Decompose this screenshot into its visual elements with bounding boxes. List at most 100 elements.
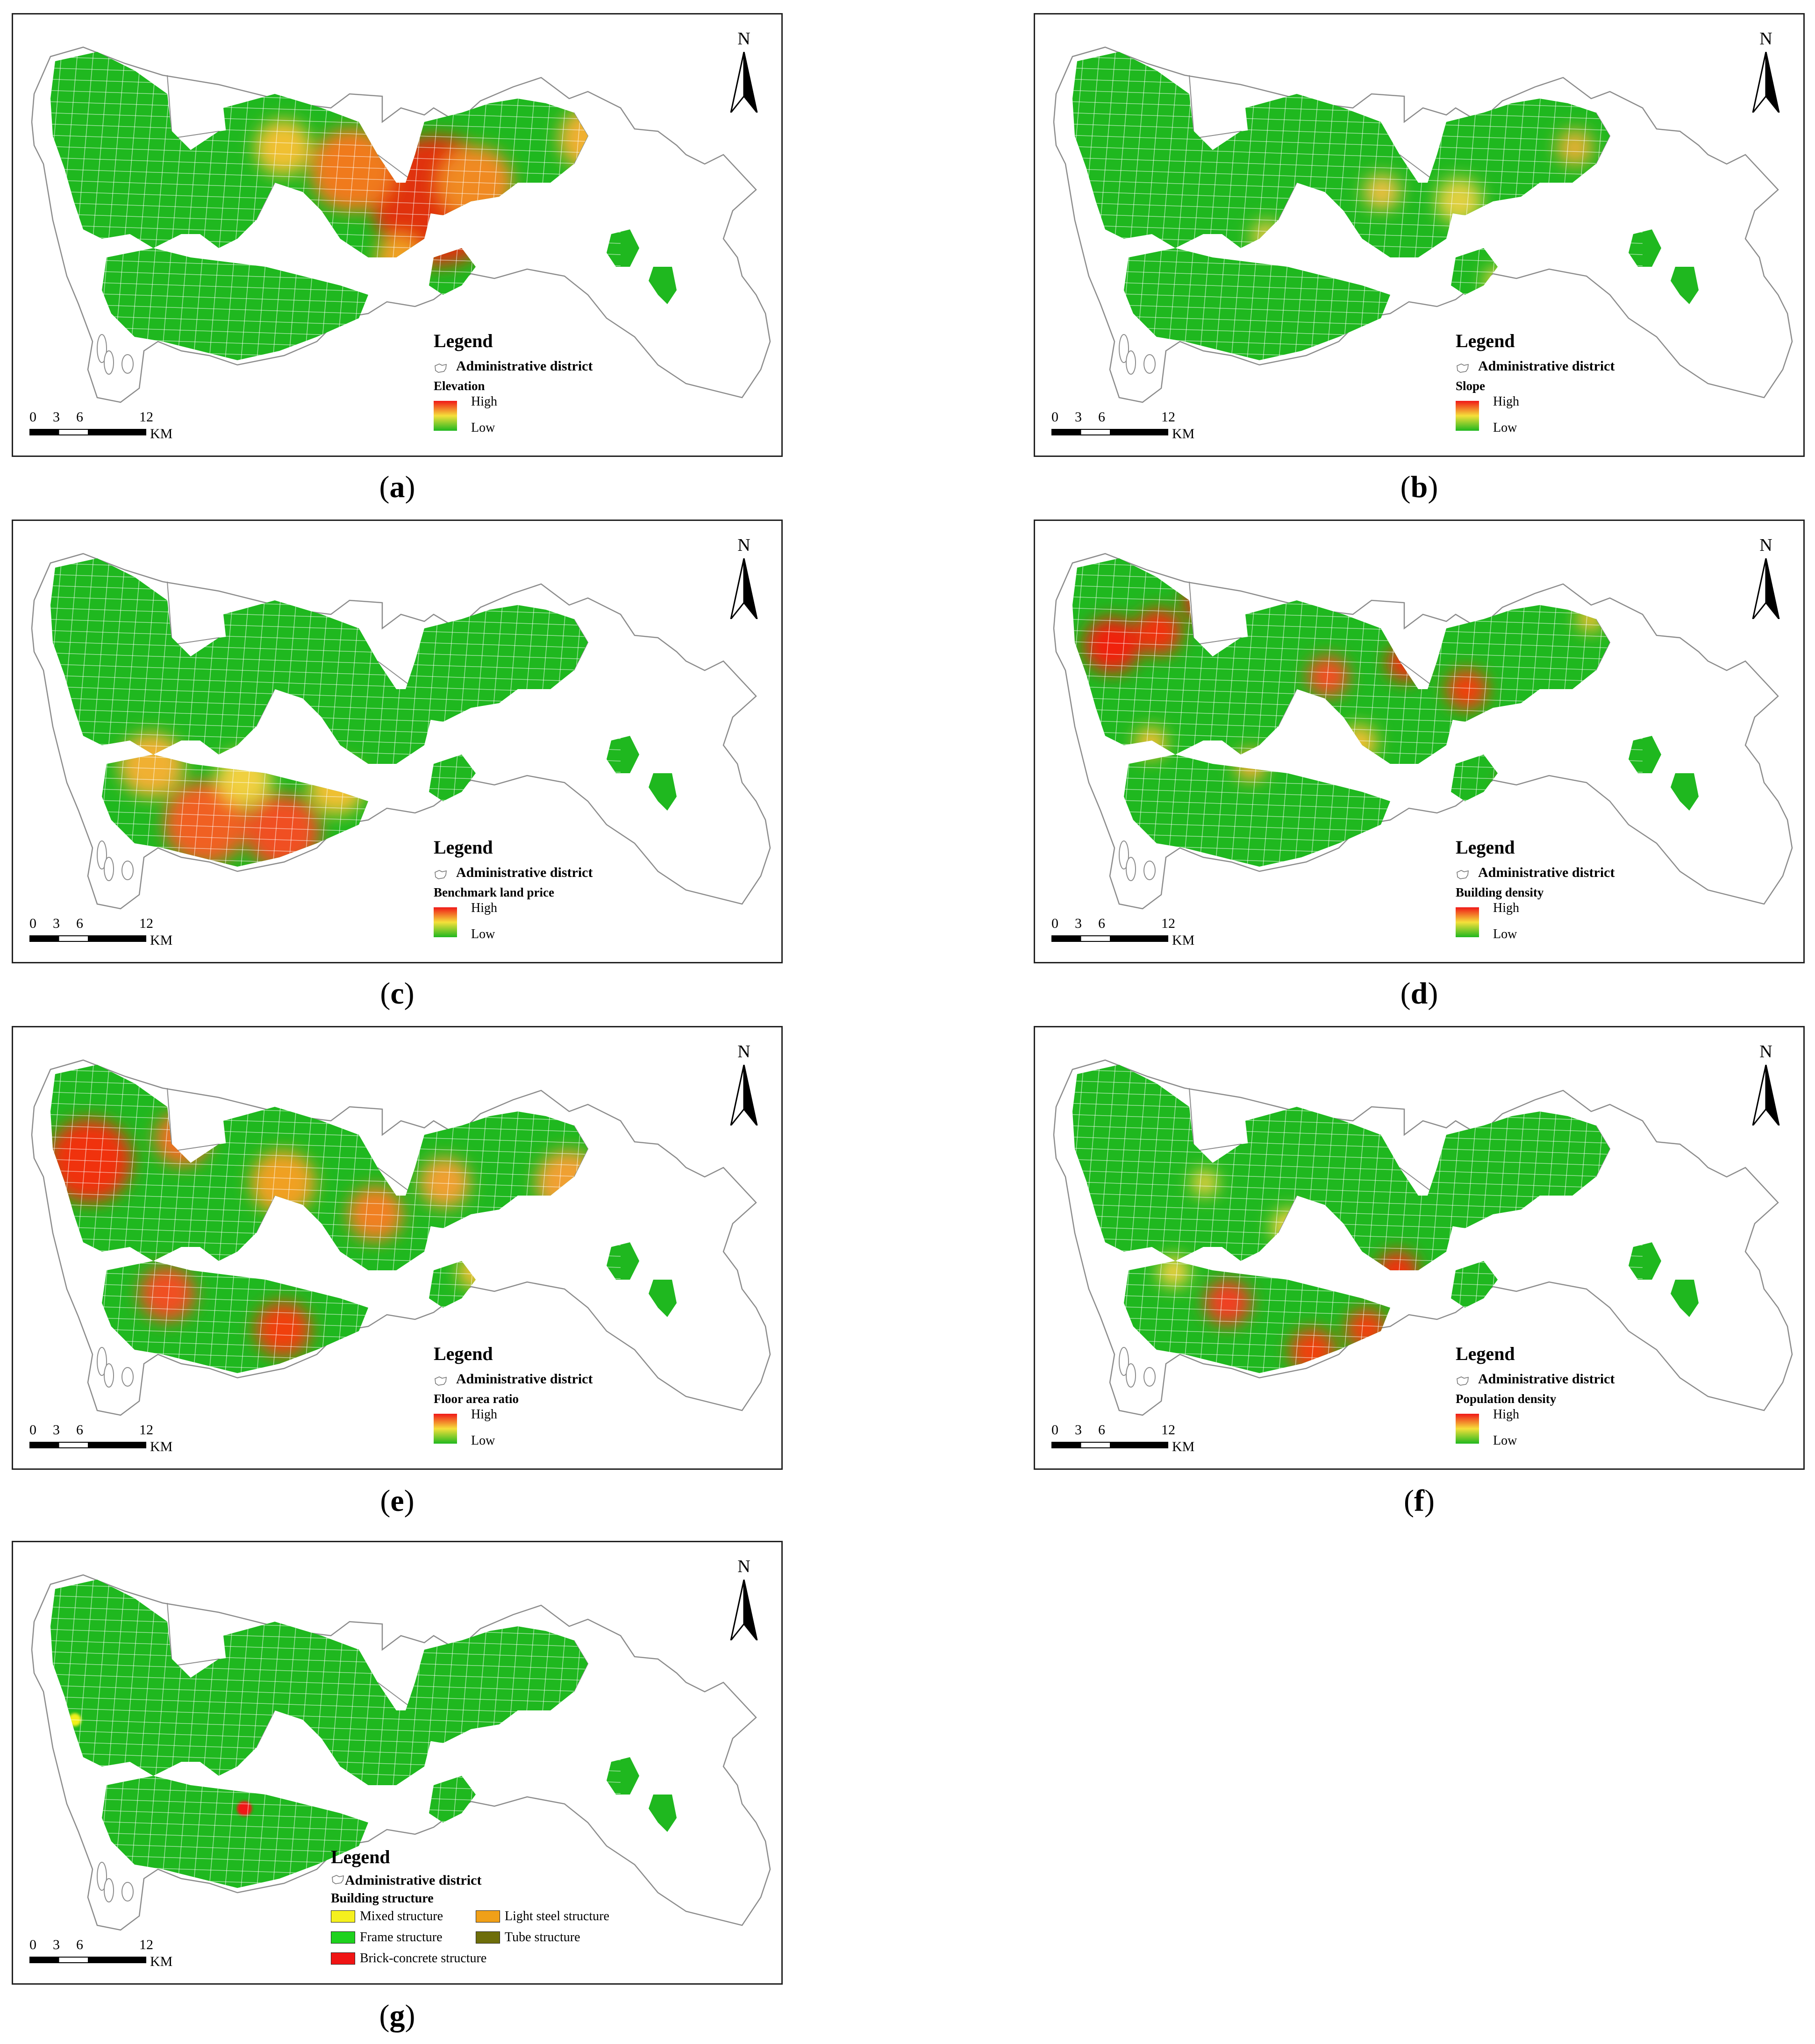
island bbox=[121, 1367, 134, 1387]
island bbox=[1126, 350, 1136, 375]
caption-d: (d) bbox=[1400, 976, 1438, 1011]
hotspot bbox=[1307, 655, 1349, 698]
north-arrow: N bbox=[725, 535, 763, 628]
administrative-district-label: Administrative district bbox=[456, 358, 593, 374]
island bbox=[1143, 354, 1156, 374]
map-legend: Legend Administrative district Population … bbox=[1456, 1343, 1736, 1448]
legend-title: Legend bbox=[1456, 330, 1515, 351]
north-arrow-icon bbox=[730, 52, 758, 113]
north-label: N bbox=[1759, 535, 1772, 555]
variable-name: Building structure bbox=[331, 1891, 434, 1906]
legend-category-label: Tube structure bbox=[505, 1930, 580, 1944]
legend-category: Mixed structure bbox=[331, 1909, 443, 1924]
scale-tick: 3 bbox=[53, 1937, 60, 1952]
scale-tick: 0 bbox=[1051, 916, 1058, 931]
administrative-district-icon bbox=[434, 1374, 448, 1386]
island bbox=[97, 840, 107, 869]
scale-tick: 3 bbox=[53, 1422, 60, 1438]
map-legend: Legend Administrative district Building st… bbox=[331, 1846, 658, 1983]
color-ramp-bar bbox=[1456, 907, 1479, 937]
island bbox=[121, 1882, 134, 1902]
administrative-district-label: Administrative district bbox=[1478, 1371, 1615, 1387]
island bbox=[1119, 334, 1129, 363]
variable-name: Population density bbox=[1456, 1392, 1557, 1406]
scale-tick: 6 bbox=[76, 409, 83, 425]
north-arrow-icon bbox=[730, 558, 758, 619]
north-label: N bbox=[737, 1042, 750, 1061]
ramp-high-label: High bbox=[1493, 1407, 1519, 1422]
study-area-map bbox=[31, 553, 771, 910]
hotspot bbox=[237, 1801, 252, 1816]
legend-category-label: Frame structure bbox=[360, 1930, 443, 1944]
island bbox=[97, 334, 107, 363]
island bbox=[104, 857, 114, 881]
north-arrow: N bbox=[1747, 535, 1785, 628]
map-legend: Legend Administrative district Building de… bbox=[1456, 836, 1736, 941]
scale-tick: 6 bbox=[76, 1937, 83, 1952]
island bbox=[104, 350, 114, 375]
map-panel-slope: N 0 3 6 12 KM Legend Administrative district Slo… bbox=[1034, 13, 1805, 457]
legend-category-label: Brick-concrete structure bbox=[360, 1951, 487, 1966]
study-area-map bbox=[31, 46, 771, 403]
north-arrow: N bbox=[725, 28, 763, 122]
ramp-low-label: Low bbox=[471, 927, 495, 941]
scale-unit: KM bbox=[150, 1954, 173, 1969]
hotspot bbox=[255, 1301, 311, 1357]
island bbox=[1119, 1347, 1129, 1376]
scale-tick: 0 bbox=[1051, 1422, 1058, 1438]
north-arrow: N bbox=[1747, 28, 1785, 122]
legend-category: Brick-concrete structure bbox=[331, 1951, 486, 1966]
north-arrow-icon bbox=[730, 1580, 758, 1640]
variable-name: Building density bbox=[1456, 885, 1544, 899]
scale-bar: 0 3 6 12 KM bbox=[29, 916, 172, 953]
study-area-map bbox=[31, 1059, 771, 1416]
scale-tick: 3 bbox=[1075, 916, 1082, 931]
north-arrow: N bbox=[725, 1041, 763, 1135]
scale-tick: 12 bbox=[1161, 409, 1175, 425]
legend-category-label: Light steel structure bbox=[505, 1909, 609, 1923]
scale-tick: 6 bbox=[76, 1422, 83, 1438]
color-ramp-bar bbox=[1456, 1414, 1479, 1444]
study-area-map bbox=[1053, 1059, 1793, 1416]
hotspot bbox=[255, 120, 311, 176]
variable-name: Slope bbox=[1456, 379, 1486, 393]
scale-unit: KM bbox=[1172, 1439, 1195, 1454]
scale-tick: 0 bbox=[29, 916, 36, 931]
caption-e: (e) bbox=[380, 1484, 414, 1518]
scale-bar: 0 3 6 12 KM bbox=[29, 409, 172, 447]
island bbox=[1143, 861, 1156, 880]
hotspot bbox=[171, 1580, 209, 1596]
ramp-high-label: High bbox=[471, 1407, 497, 1422]
ramp-low-label: Low bbox=[471, 1433, 495, 1448]
scale-tick: 0 bbox=[29, 1937, 36, 1952]
scale-unit: KM bbox=[150, 1439, 173, 1454]
administrative-district-icon bbox=[1456, 868, 1470, 879]
map-panel-land-price: N 0 3 6 12 KM Legend Administrative district Ben… bbox=[12, 520, 783, 963]
administrative-district-label: Administrative district bbox=[456, 1371, 593, 1387]
hotspot bbox=[1556, 129, 1593, 166]
caption-a: (a) bbox=[379, 470, 415, 504]
scale-tick: 3 bbox=[1075, 409, 1082, 425]
scale-tick: 3 bbox=[1075, 1422, 1082, 1438]
scale-graphic bbox=[1051, 1442, 1168, 1448]
scale-tick: 12 bbox=[139, 1422, 153, 1438]
hotspot bbox=[1446, 669, 1488, 711]
legend-swatch bbox=[331, 1931, 355, 1944]
island bbox=[104, 1878, 114, 1902]
island bbox=[97, 1862, 107, 1891]
color-ramp-bar bbox=[434, 907, 457, 937]
legend-title: Legend bbox=[434, 837, 493, 858]
map-panel-elevation: N 0 3 6 12 KM Legend Administrative district Ele… bbox=[12, 13, 783, 457]
hotspot bbox=[139, 1266, 195, 1322]
legend-category: Tube structure bbox=[476, 1930, 580, 1945]
legend-title: Legend bbox=[331, 1846, 390, 1867]
north-label: N bbox=[1759, 29, 1772, 49]
caption-g: (g) bbox=[379, 1999, 415, 2033]
scale-tick: 0 bbox=[29, 409, 36, 425]
scale-tick: 3 bbox=[53, 916, 60, 931]
legend-swatch bbox=[476, 1910, 500, 1923]
map-legend: Legend Administrative district Elevation Hi… bbox=[434, 330, 714, 435]
scale-tick: 12 bbox=[1161, 1422, 1175, 1438]
north-label: N bbox=[737, 1557, 750, 1576]
hotspot bbox=[1135, 608, 1182, 655]
